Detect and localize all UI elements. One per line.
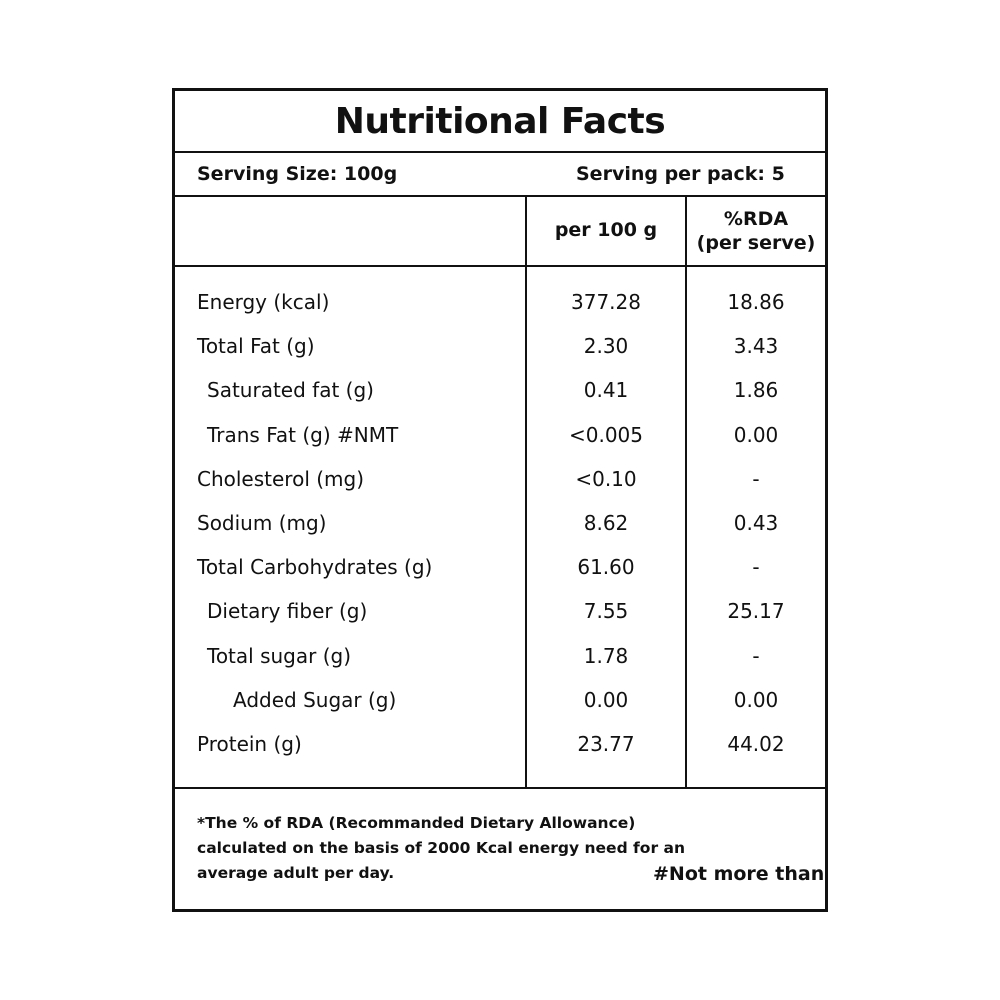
nutrient-label: Sodium (mg) [197,511,327,535]
nutrient-label: Protein (g) [197,732,302,756]
rda-value: - [752,466,760,491]
nutrient-rows: Energy (kcal) 377.28 18.86 Total Fat (g) 2.3… [175,267,825,787]
nutrient-label: Trans Fat (g) #NMT [207,422,399,447]
serving-size: Serving Size: 100g [197,163,398,185]
rda-value: 0.00 [733,422,779,447]
table-row: Total Carbohydrates (g) 61.60 - [175,546,825,590]
rda-value: - [752,555,760,580]
rda-footnote: *The % of RDA (Recommanded Dietary Allow… [197,814,685,882]
table-row: Sodium (mg) 8.62 0.43 [175,502,825,546]
header-rda-line1: %RDA [723,208,789,230]
table-row: Added Sugar (g) 0.00 0.00 [175,679,825,723]
per-100g-value: 2.30 [583,334,629,359]
column-header-row: per 100 g %RDA (per serve) [175,197,825,267]
per-100g-value: 7.55 [583,599,629,624]
per-100g-value: 23.77 [577,732,635,756]
per-100g-value: 377.28 [571,290,641,314]
per-100g-value: <0.10 [575,466,637,491]
nutrient-label: Total Carbohydrates (g) [197,555,433,580]
nutrient-label: Energy (kcal) [197,290,330,314]
table-row: Dietary fiber (g) 7.55 25.17 [175,590,825,634]
column-divider-2 [685,197,687,787]
rda-value: 25.17 [727,599,785,624]
per-100g-value: 0.00 [583,687,629,712]
nmt-note: #Not more than [653,863,825,885]
table-row: Protein (g) 23.77 44.02 [175,723,825,767]
table-row: Cholesterol (mg) <0.10 - [175,458,825,502]
nutrient-label: Saturated fat (g) [207,378,374,403]
header-rda-line2: (per serve) [696,232,816,254]
per-100g-value: 61.60 [577,555,635,580]
panel-title: Nutritional Facts [175,91,825,153]
table-row: Total Fat (g) 2.30 3.43 [175,325,825,369]
footer: *The % of RDA (Recommanded Dietary Allow… [175,787,825,909]
per-100g-value: 0.41 [583,378,629,403]
rda-value: 0.43 [733,511,779,535]
nutrient-label: Total sugar (g) [207,643,351,668]
per-100g-value: 1.78 [583,643,629,668]
nutrient-label: Total Fat (g) [197,334,315,359]
nutrient-label: Dietary fiber (g) [207,599,368,624]
nutrient-label: Added Sugar (g) [233,687,397,712]
table-row: Energy (kcal) 377.28 18.86 [175,281,825,325]
nutrition-facts-panel: Nutritional Facts Serving Size: 100g Ser… [172,88,828,912]
header-rda: %RDA (per serve) [687,207,825,255]
serving-per-pack: Serving per pack: 5 [576,163,785,185]
serving-row: Serving Size: 100g Serving per pack: 5 [175,153,825,197]
per-100g-value: <0.005 [568,422,643,447]
table-row: Total sugar (g) 1.78 - [175,635,825,679]
rda-value: - [752,643,760,668]
rda-value: 1.86 [733,378,779,403]
rda-value: 44.02 [727,732,785,756]
per-100g-value: 8.62 [583,511,629,535]
header-per-100g: per 100 g [554,219,658,241]
nutrient-label: Cholesterol (mg) [197,466,365,491]
column-divider-1 [525,197,527,787]
rda-value: 3.43 [733,334,779,359]
rda-value: 0.00 [733,687,779,712]
table-row: Trans Fat (g) #NMT <0.005 0.00 [175,414,825,458]
table-row: Saturated fat (g) 0.41 1.86 [175,369,825,413]
rda-value: 18.86 [727,290,785,314]
